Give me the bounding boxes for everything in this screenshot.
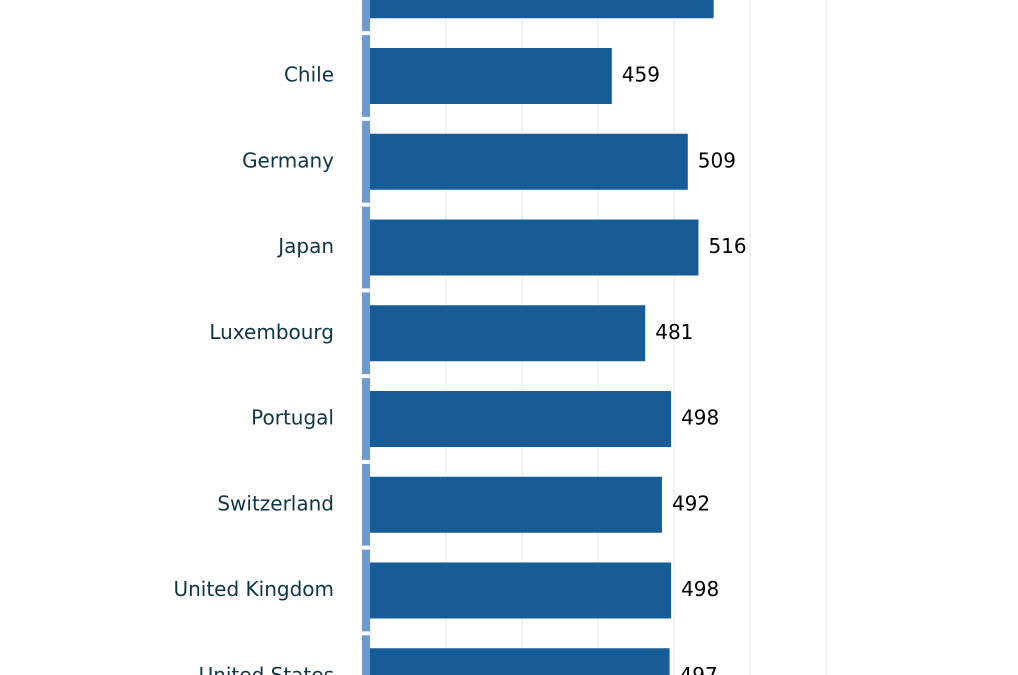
bar [370,391,672,447]
row-strip [362,120,370,203]
value-label: 481 [655,320,693,344]
row-strip [362,0,370,32]
bar [370,133,688,190]
bar [370,0,714,19]
category-label: United Kingdom [173,577,334,601]
bar [370,305,646,362]
value-label: 498 [681,577,719,601]
row-strip [362,463,370,546]
row-strip [362,378,370,460]
value-label: 459 [622,63,660,87]
category-label: Luxembourg [209,320,334,344]
bar [370,48,612,104]
row-strip [362,635,370,675]
value-label: 492 [672,491,710,515]
row-strip [362,292,370,375]
bar [370,648,670,675]
row-strip [362,35,370,117]
row-strip [362,206,370,289]
bar [370,562,672,619]
category-label: United States [199,663,334,675]
value-label: 509 [698,148,736,172]
value-label: 498 [681,406,719,430]
category-label: Portugal [251,406,334,430]
bar [370,476,662,533]
value-label: 497 [680,663,718,675]
category-label: Japan [276,234,334,258]
value-label: 516 [708,234,746,258]
value-label: 526 [724,0,762,1]
category-label: Switzerland [217,491,334,515]
category-label: Germany [242,148,334,172]
row-strip [362,549,370,632]
category-label: Chile [284,63,334,87]
bar [370,219,699,276]
